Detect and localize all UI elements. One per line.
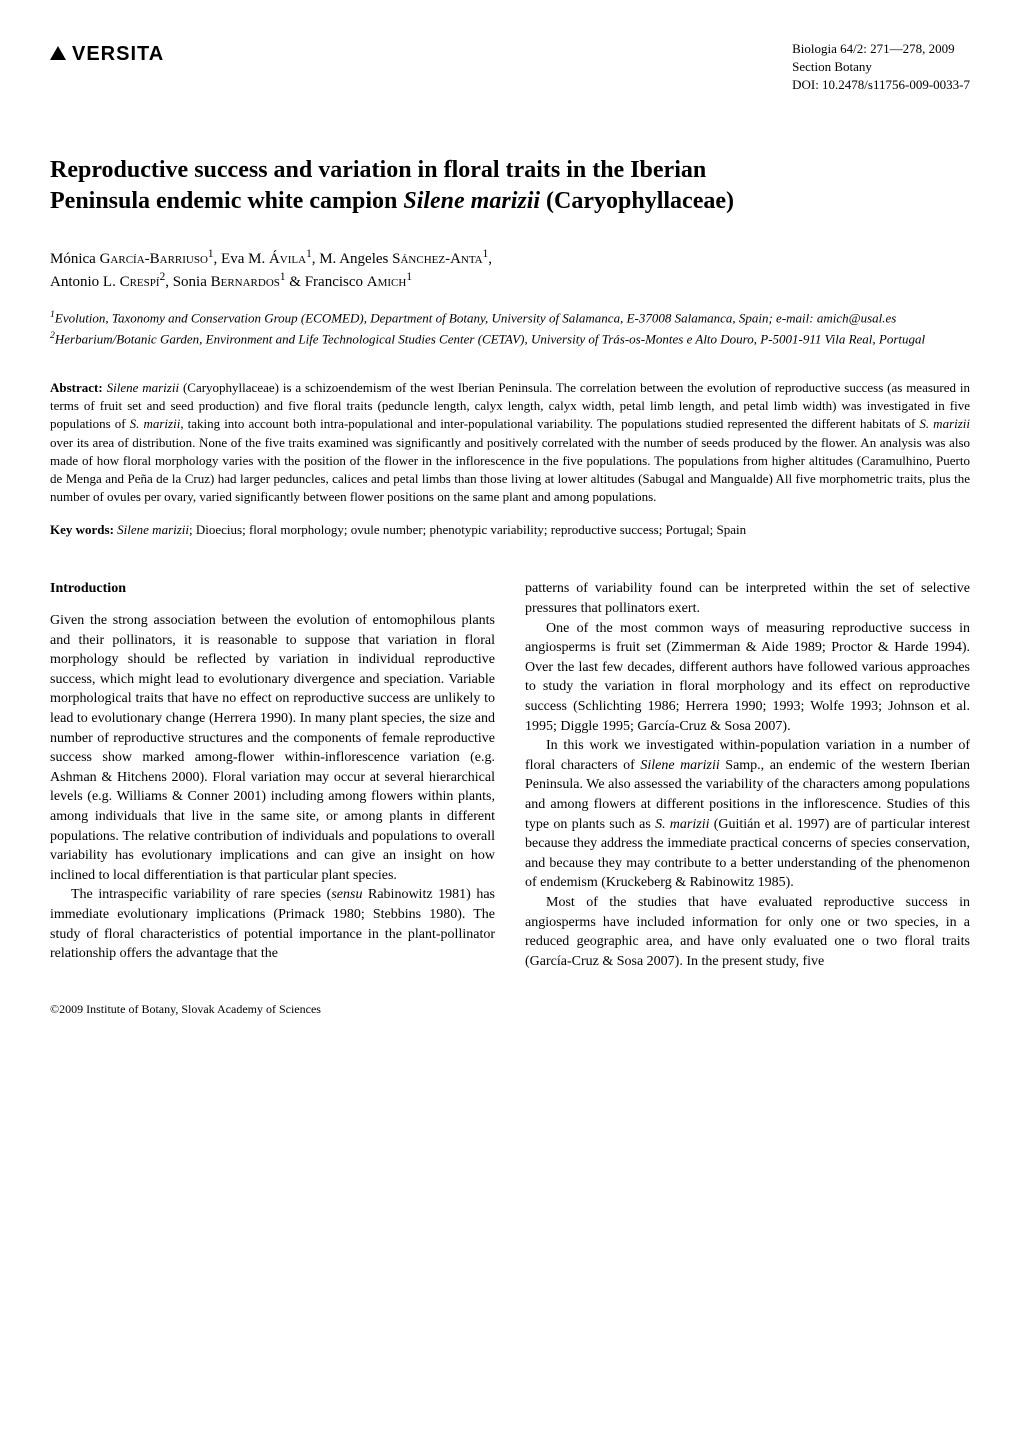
keywords-label: Key words: (50, 522, 114, 537)
logo-text: VERSITA (72, 40, 164, 68)
page-footer: ©2009 Institute of Botany, Slovak Academ… (50, 1001, 970, 1018)
publisher-logo: VERSITA (50, 40, 164, 68)
authors-list: Mónica García-Barriuso1, Eva M. Ávila1, … (50, 247, 970, 293)
affiliation-2: Herbarium/Botanic Garden, Environment an… (55, 332, 925, 347)
logo-triangle-icon (50, 46, 66, 60)
left-column: Introduction Given the strong associatio… (50, 579, 495, 971)
abstract-label: Abstract: (50, 380, 103, 395)
right-column: patterns of variability found can be int… (525, 579, 970, 971)
abstract: Abstract: Silene marizii (Caryophyllacea… (50, 379, 970, 506)
intro-paragraph-5: Most of the studies that have evaluated … (525, 893, 970, 971)
intro-paragraph-1: Given the strong association between the… (50, 611, 495, 885)
intro-paragraph-3: One of the most common ways of measuring… (525, 619, 970, 737)
journal-section: Section Botany (792, 58, 970, 76)
copyright-text: ©2009 Institute of Botany, Slovak Academ… (50, 1002, 321, 1016)
article-title: Reproductive success and variation in fl… (50, 155, 970, 217)
journal-doi: DOI: 10.2478/s11756-009-0033-7 (792, 76, 970, 94)
body-columns: Introduction Given the strong associatio… (50, 579, 970, 971)
intro-paragraph-2: The intraspecific variability of rare sp… (50, 885, 495, 963)
intro-paragraph-2-cont: patterns of variability found can be int… (525, 579, 970, 618)
introduction-heading: Introduction (50, 579, 495, 599)
keywords: Key words: Silene marizii; Dioecius; flo… (50, 521, 970, 539)
affiliations: 1Evolution, Taxonomy and Conservation Gr… (50, 308, 970, 349)
page-header: VERSITA Biologia 64/2: 271—278, 2009 Sec… (50, 40, 970, 95)
journal-info: Biologia 64/2: 271—278, 2009 Section Bot… (792, 40, 970, 95)
intro-paragraph-4: In this work we investigated within-popu… (525, 736, 970, 893)
affiliation-1: Evolution, Taxonomy and Conservation Gro… (55, 310, 896, 325)
journal-citation: Biologia 64/2: 271—278, 2009 (792, 40, 970, 58)
